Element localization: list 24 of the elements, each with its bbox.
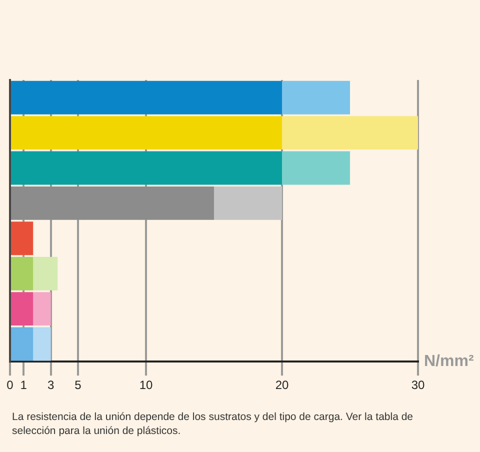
bar (11, 80, 282, 114)
bar (282, 116, 418, 150)
bar (11, 327, 34, 361)
bar (11, 222, 34, 256)
bar (33, 256, 58, 290)
x-tick-label: 3 (47, 378, 54, 392)
bar (33, 327, 51, 361)
x-tick-label: 30 (411, 378, 425, 392)
bar (11, 151, 282, 185)
bar (11, 116, 282, 150)
x-tick-label: 0 (6, 378, 14, 392)
bar (214, 186, 282, 220)
bar (282, 151, 350, 185)
x-tick-label: 5 (74, 378, 82, 392)
bar (11, 256, 34, 290)
bar (282, 80, 350, 114)
x-axis-title: N/mm² (424, 353, 474, 370)
x-tick-label: 1 (20, 378, 28, 392)
x-tick-label: 20 (275, 378, 289, 392)
bar (11, 186, 214, 220)
bar (11, 292, 34, 326)
bar (33, 292, 51, 326)
text: La resistencia de la unión depende de los sustratos y del tipo de carga. Ver la tabla de selección para la unión de plásticos. (12, 410, 414, 438)
x-tick-label: 10 (139, 378, 153, 392)
